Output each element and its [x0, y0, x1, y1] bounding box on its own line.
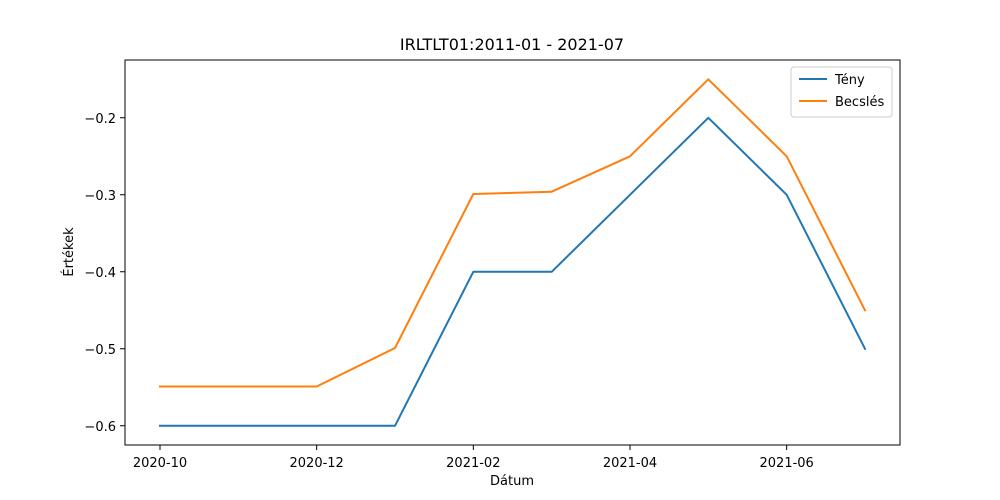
x-tick-label: 2021-04	[603, 456, 657, 471]
y-tick-label: −0.6	[84, 420, 116, 435]
legend: Tény Becslés	[790, 66, 893, 118]
y-tick-label: −0.5	[84, 343, 116, 358]
series-line-becsles	[159, 78, 867, 388]
y-tick-label: −0.4	[84, 266, 116, 281]
y-axis: −0.6 −0.5 −0.4 −0.3 −0.2	[84, 112, 125, 435]
chart-title: IRLTLT01:2011-01 - 2021-07	[400, 35, 624, 54]
y-axis-label: Értékek	[61, 227, 77, 277]
legend-label: Tény	[834, 73, 865, 88]
x-axis-label: Dátum	[490, 474, 534, 489]
y-tick-label: −0.3	[84, 189, 116, 204]
x-tick-label: 2020-10	[133, 456, 187, 471]
plot-frame	[124, 59, 901, 446]
x-tick-label: 2020-12	[290, 456, 344, 471]
y-tick-label: −0.2	[84, 112, 116, 127]
legend-label: Becslés	[835, 95, 884, 110]
series-line-teny	[159, 116, 867, 427]
x-tick-label: 2021-06	[760, 456, 814, 471]
x-axis: 2020-10 2020-12 2021-02 2021-04 2021-06	[133, 445, 814, 471]
plot-area	[159, 78, 867, 427]
x-tick-label: 2021-02	[446, 456, 500, 471]
